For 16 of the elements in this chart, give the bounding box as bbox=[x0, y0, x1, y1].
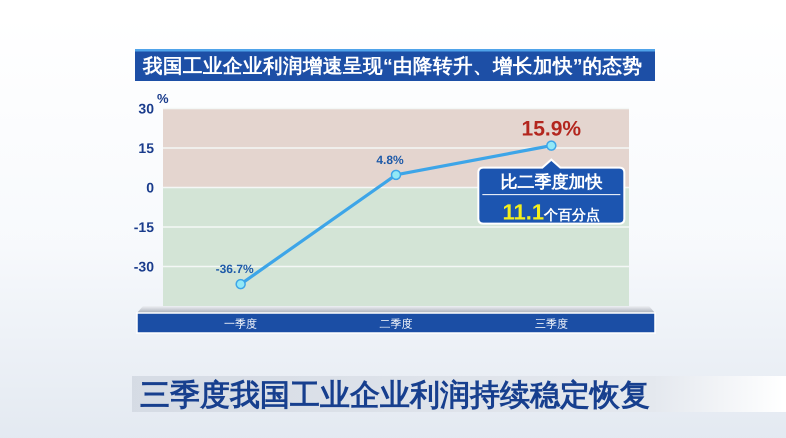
ytick: 15 bbox=[138, 140, 154, 156]
xtick: 二季度 bbox=[380, 318, 412, 330]
ytick: 30 bbox=[138, 100, 154, 116]
caption: 三季度我国工业企业利润持续稳定恢复 bbox=[140, 379, 650, 412]
ylabel: % bbox=[157, 91, 169, 106]
xtick: 一季度 bbox=[224, 318, 258, 330]
ytick: -30 bbox=[134, 258, 154, 274]
annotation: 比二季度加快 bbox=[500, 172, 602, 192]
ytick: -15 bbox=[134, 219, 154, 235]
title: 我国工业企业利润增速呈现“由降转升、增长加快”的态势 bbox=[143, 56, 642, 78]
xtick: 三季度 bbox=[534, 318, 568, 330]
value-label: -36.7% bbox=[216, 262, 254, 276]
value-label: 15.9% bbox=[522, 118, 582, 141]
value-label: 4.8% bbox=[376, 152, 404, 167]
ytick: 0 bbox=[146, 180, 154, 196]
annotation: 11.1个百分点 bbox=[502, 200, 600, 225]
